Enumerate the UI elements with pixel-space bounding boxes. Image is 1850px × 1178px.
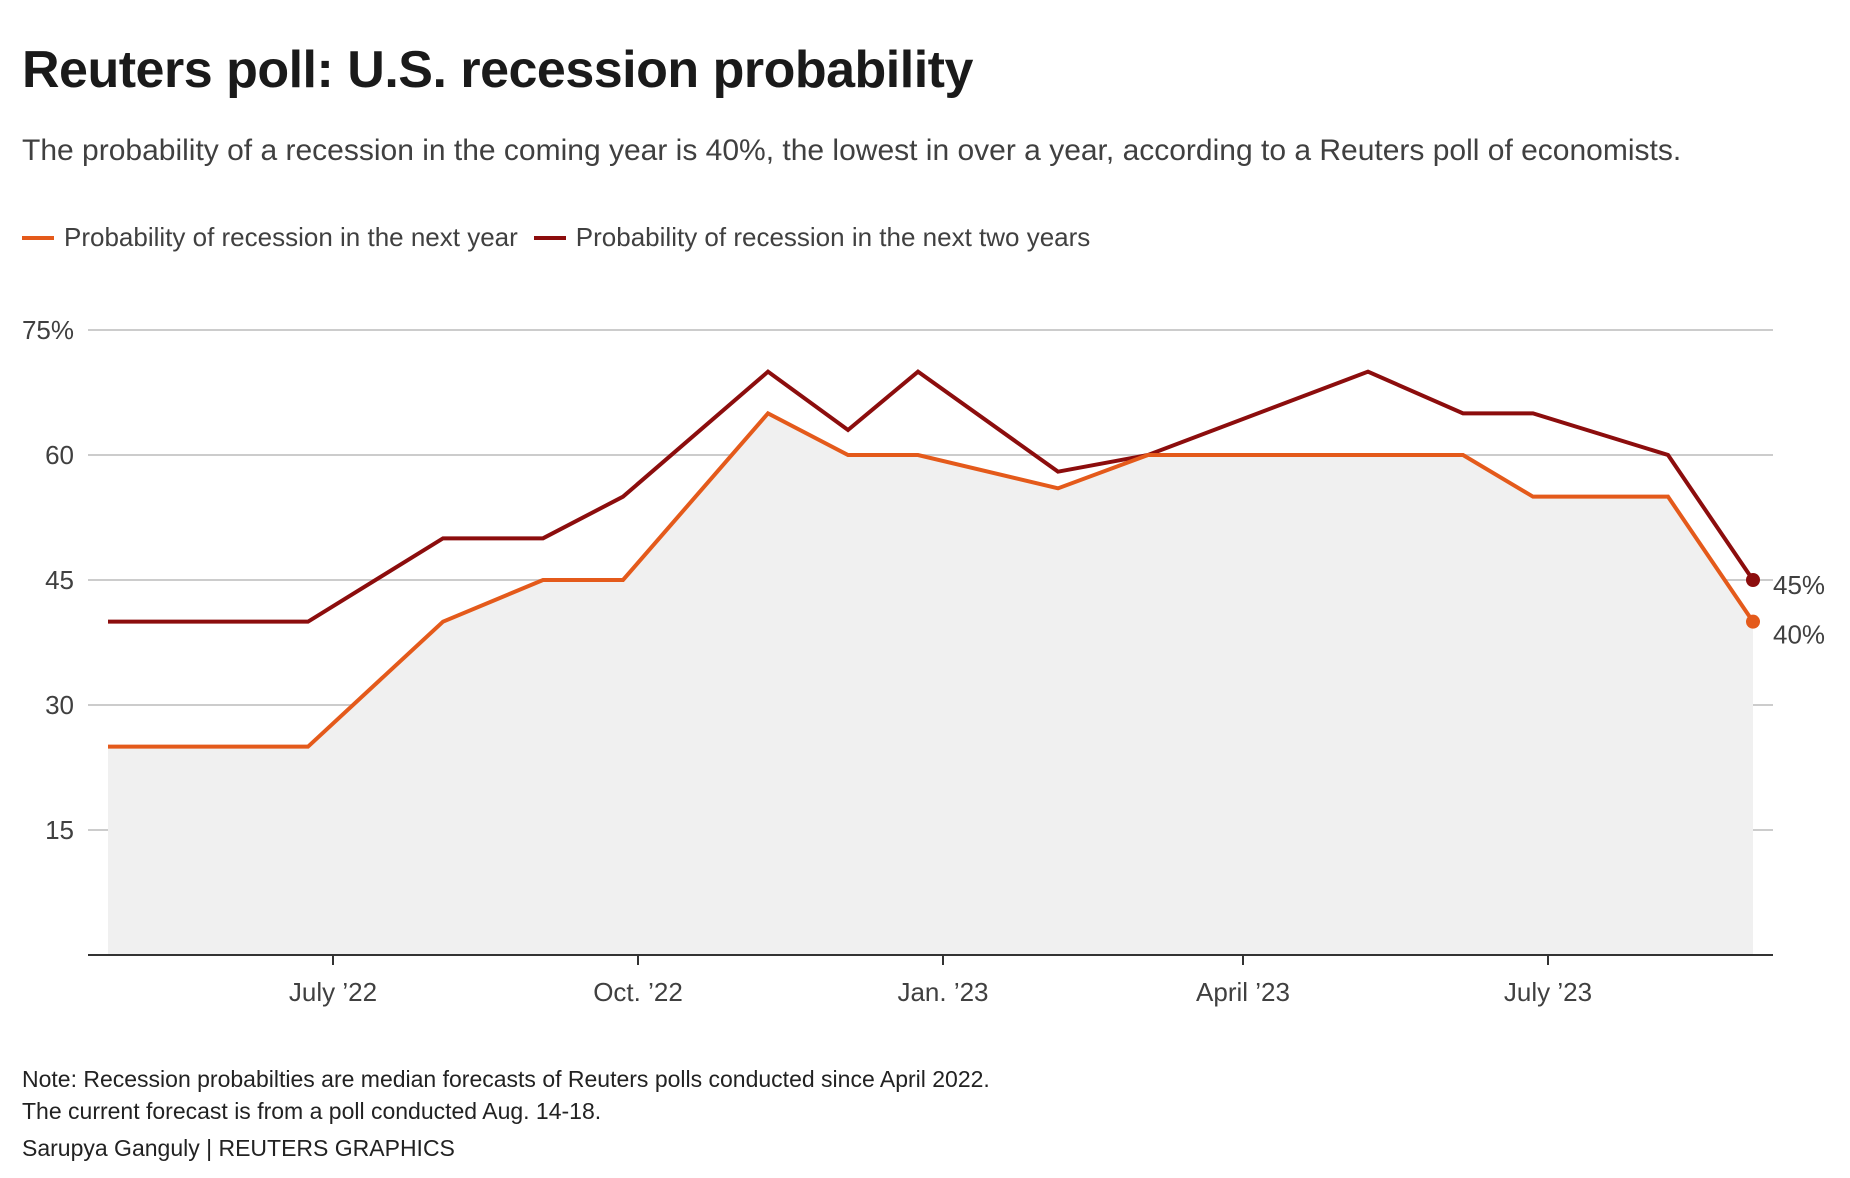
line-two-years (108, 369, 1755, 624)
x-axis (88, 954, 1773, 965)
chart-title: Reuters poll: U.S. recession probability (22, 41, 973, 99)
end-label-two-years: 45% (1773, 570, 1825, 600)
legend-swatch-two-years (533, 235, 566, 240)
footer-note-1: Note: Recession probabilties are median … (22, 1066, 990, 1092)
legend-label-two-years: Probability of recession in the next two… (575, 222, 1091, 252)
footer-note-2: The current forecast is from a poll cond… (22, 1098, 602, 1124)
series-lines (108, 369, 1760, 749)
x-tick-label: July ’23 (1504, 977, 1592, 1007)
x-tick-label: Oct. ’22 (593, 977, 683, 1007)
y-tick-label: 30 (45, 690, 74, 720)
line-next-year (108, 410, 1755, 749)
area-fill (108, 413, 1753, 955)
axis-labels: 15 30 45 60 75% July ’22 Oct. ’22 Jan. ’23 April… (22, 315, 1825, 1007)
legend-item-two-years: Probability of recession in the next two… (533, 222, 1091, 253)
line-chart: 15 30 45 60 75% July ’22 Oct. ’22 Jan. ’23 April… (22, 315, 1825, 1007)
x-tick-label: Jan. ’23 (897, 977, 988, 1007)
y-tick-label: 15 (45, 815, 74, 845)
x-tick-label: April ’23 (1196, 977, 1290, 1007)
legend: Probability of recession in the next yea… (22, 222, 1106, 253)
area-under-next-year (108, 413, 1753, 955)
y-tick-label: 60 (45, 440, 74, 470)
end-point-next-year (1746, 614, 1760, 629)
legend-label-next-year: Probability of recession in the next yea… (64, 222, 518, 252)
legend-swatch-next-year (22, 235, 54, 240)
end-point-two-years (1746, 573, 1760, 587)
end-label-next-year: 40% (1773, 620, 1825, 650)
x-tick-label: July ’22 (289, 977, 377, 1007)
y-tick-label: 75% (22, 315, 74, 345)
footer-credit: Sarupya Ganguly | REUTERS GRAPHICS (22, 1135, 455, 1161)
legend-item-next-year: Probability of recession in the next yea… (22, 222, 518, 253)
chart-subtitle: The probability of a recession in the co… (22, 134, 1682, 167)
y-tick-label: 45 (45, 565, 74, 595)
